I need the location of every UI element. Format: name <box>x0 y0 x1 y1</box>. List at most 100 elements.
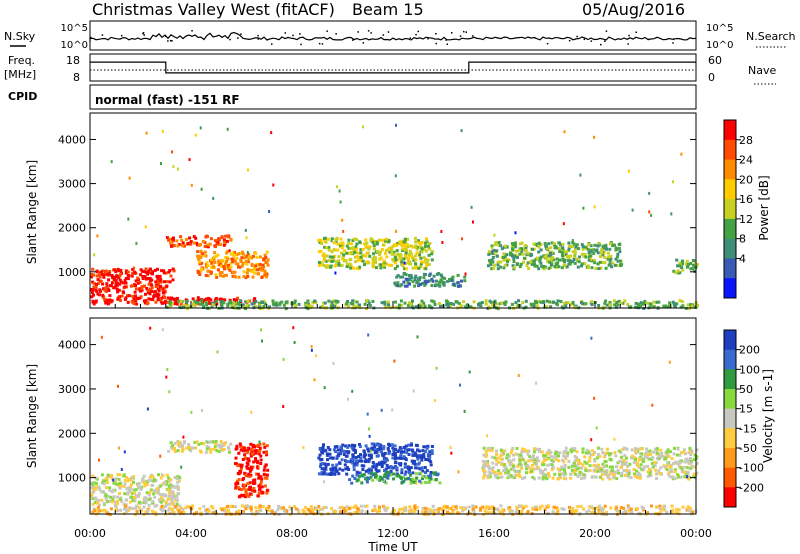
scatter-cell <box>240 493 244 497</box>
scatter-cell <box>538 468 542 472</box>
scatter-cell <box>528 470 532 474</box>
scatter-cell <box>375 242 379 246</box>
scatter-cell <box>484 510 488 514</box>
scatter-cell <box>172 297 176 301</box>
scatter-cell <box>234 485 238 489</box>
scatter-cell <box>258 301 261 305</box>
scatter-cell <box>158 493 162 497</box>
scatter-cell <box>157 498 161 502</box>
scatter-cell <box>687 451 691 454</box>
scatter-cell <box>689 453 693 456</box>
scatter-cell <box>499 244 503 248</box>
scatter-cell <box>607 473 611 477</box>
scatter-cell <box>267 505 271 508</box>
scatter-cell <box>111 498 115 501</box>
scatter-cell <box>206 264 210 268</box>
scatter-cell <box>364 444 368 448</box>
scatter-cell <box>102 273 106 277</box>
scatter-cell <box>582 507 586 511</box>
scatter-cell <box>417 239 420 243</box>
scatter-cell <box>170 511 174 515</box>
scatter-cell <box>254 506 258 510</box>
scatter-cell <box>199 249 203 253</box>
scatter-cell <box>556 299 560 303</box>
scatter-cell <box>539 300 543 304</box>
scatter-cell <box>144 270 148 274</box>
scatter-cell <box>328 452 332 456</box>
scatter-cell <box>603 256 607 259</box>
scatter-cell <box>150 286 154 290</box>
scatter-cell <box>168 506 172 510</box>
scatter-cell <box>148 289 152 293</box>
scatter-cell <box>90 295 94 299</box>
scatter-cell <box>510 247 514 251</box>
noise-tick-bottom-left: 10^0 <box>61 40 88 51</box>
scatter-cell <box>242 509 245 513</box>
scatter-cell <box>362 125 364 129</box>
scatter-cell <box>342 506 346 510</box>
scatter-cell <box>336 452 340 456</box>
scatter-cell <box>508 506 512 510</box>
colorbar-segment <box>724 448 736 469</box>
scatter-cell <box>541 471 545 475</box>
scatter-cell <box>368 245 372 249</box>
scatter-cell <box>347 238 351 242</box>
scatter-cell <box>359 453 362 457</box>
scatter-cell <box>587 258 591 262</box>
scatter-cell <box>570 468 574 472</box>
scatter-cell <box>547 474 551 478</box>
scatter-cell <box>507 458 511 462</box>
scatter-cell <box>667 472 671 476</box>
scatter-cell <box>380 476 383 480</box>
noise-search-dot <box>415 33 417 36</box>
scatter-cell <box>594 475 598 479</box>
scatter-cell <box>151 475 155 479</box>
scatter-cell <box>627 509 631 513</box>
noise-search-dot <box>367 30 370 32</box>
scatter-cell <box>138 508 142 512</box>
scatter-cell <box>586 247 590 251</box>
scatter-cell <box>627 169 630 173</box>
scatter-cell <box>185 299 189 303</box>
scatter-cell <box>231 260 235 264</box>
scatter-cell <box>108 486 112 490</box>
scatter-cell <box>520 241 524 245</box>
scatter-cell <box>96 234 99 238</box>
scatter-cell <box>182 441 186 445</box>
scatter-cell <box>637 304 640 308</box>
scatter-cell <box>413 451 417 455</box>
scatter-cell <box>507 454 511 458</box>
scatter-cell <box>345 302 349 306</box>
scatter-cell <box>606 257 610 261</box>
scatter-cell <box>638 476 642 480</box>
scatter-cell <box>346 264 350 267</box>
scatter-cell <box>545 253 549 257</box>
noise-search-dot <box>169 39 172 42</box>
scatter-cell <box>324 506 328 509</box>
scatter-cell <box>351 461 355 465</box>
scatter-cell <box>544 454 547 458</box>
scatter-cell <box>235 256 239 260</box>
scatter-cell <box>513 241 517 245</box>
scatter-cell <box>357 471 361 475</box>
scatter-cell <box>332 448 336 452</box>
scatter-cell <box>171 239 175 243</box>
scatter-cell <box>641 302 645 306</box>
scatter-cell <box>131 507 135 511</box>
scatter-cell <box>310 304 314 308</box>
scatter-cell <box>339 445 343 449</box>
scatter-cell <box>265 453 269 457</box>
scatter-cell <box>627 474 631 478</box>
scatter-cell <box>496 476 500 480</box>
scatter-cell <box>459 383 461 387</box>
scatter-cell <box>249 454 253 458</box>
scatter-cell <box>235 481 239 485</box>
scatter-cell <box>411 453 415 457</box>
scatter-cell <box>509 460 513 464</box>
scatter-cell <box>227 263 230 267</box>
scatter-cell <box>420 304 424 308</box>
scatter-cell <box>427 253 431 257</box>
scatter-cell <box>386 466 390 470</box>
scatter-cell <box>385 255 389 259</box>
scatter-cell <box>125 509 128 513</box>
